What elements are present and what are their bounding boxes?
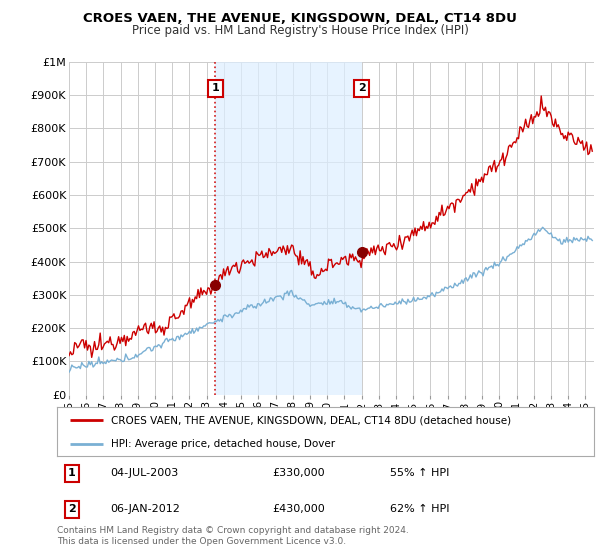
Text: 06-JAN-2012: 06-JAN-2012 (111, 505, 181, 515)
Text: £330,000: £330,000 (272, 468, 325, 478)
Text: 1: 1 (211, 83, 219, 94)
Text: Price paid vs. HM Land Registry's House Price Index (HPI): Price paid vs. HM Land Registry's House … (131, 24, 469, 37)
Text: 62% ↑ HPI: 62% ↑ HPI (390, 505, 449, 515)
Text: CROES VAEN, THE AVENUE, KINGSDOWN, DEAL, CT14 8DU: CROES VAEN, THE AVENUE, KINGSDOWN, DEAL,… (83, 12, 517, 25)
Text: £430,000: £430,000 (272, 505, 325, 515)
Text: 2: 2 (68, 505, 76, 515)
Text: HPI: Average price, detached house, Dover: HPI: Average price, detached house, Dove… (111, 439, 335, 449)
Text: 2: 2 (358, 83, 365, 94)
Text: Contains HM Land Registry data © Crown copyright and database right 2024.
This d: Contains HM Land Registry data © Crown c… (57, 526, 409, 546)
Text: 55% ↑ HPI: 55% ↑ HPI (390, 468, 449, 478)
Bar (215, 62, 362, 395)
Text: 04-JUL-2003: 04-JUL-2003 (111, 468, 179, 478)
Text: CROES VAEN, THE AVENUE, KINGSDOWN, DEAL, CT14 8DU (detached house): CROES VAEN, THE AVENUE, KINGSDOWN, DEAL,… (111, 416, 511, 426)
Text: 1: 1 (68, 468, 76, 478)
